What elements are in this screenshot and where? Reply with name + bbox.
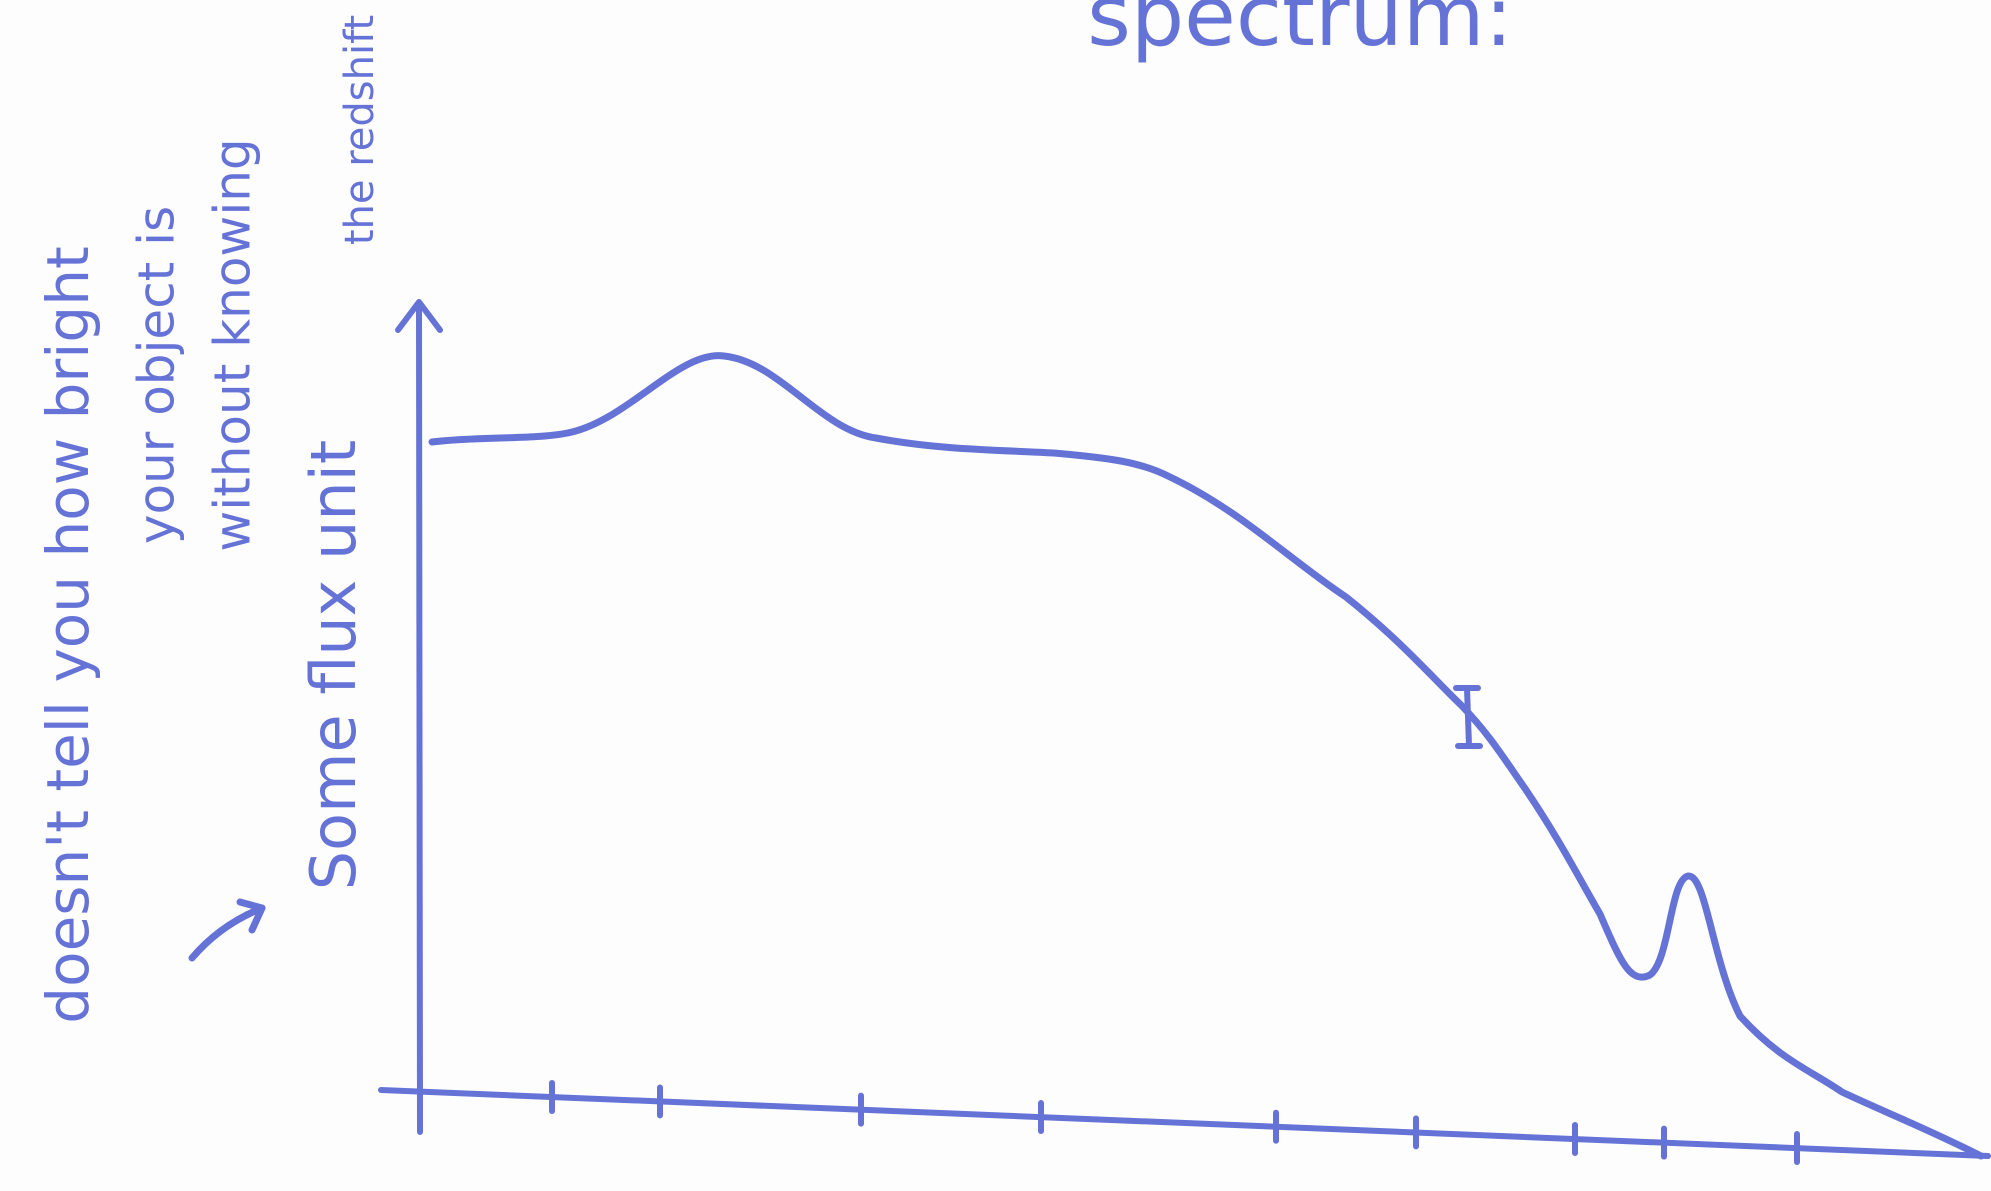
- y-axis: [419, 305, 420, 1132]
- note-line: your object is: [128, 206, 186, 544]
- note-line: without knowing: [204, 138, 262, 551]
- page: spectrum: doesn't tell you how bright yo…: [0, 0, 1991, 1191]
- note-line: doesn't tell you how bright: [34, 246, 102, 1023]
- axis-label: Some flux unit: [297, 440, 370, 890]
- note-line: the redshift: [337, 15, 383, 245]
- error-bar-stem: [1467, 688, 1469, 746]
- title: spectrum:: [1087, 0, 1513, 65]
- sketch: spectrum: doesn't tell you how bright yo…: [0, 0, 1991, 1191]
